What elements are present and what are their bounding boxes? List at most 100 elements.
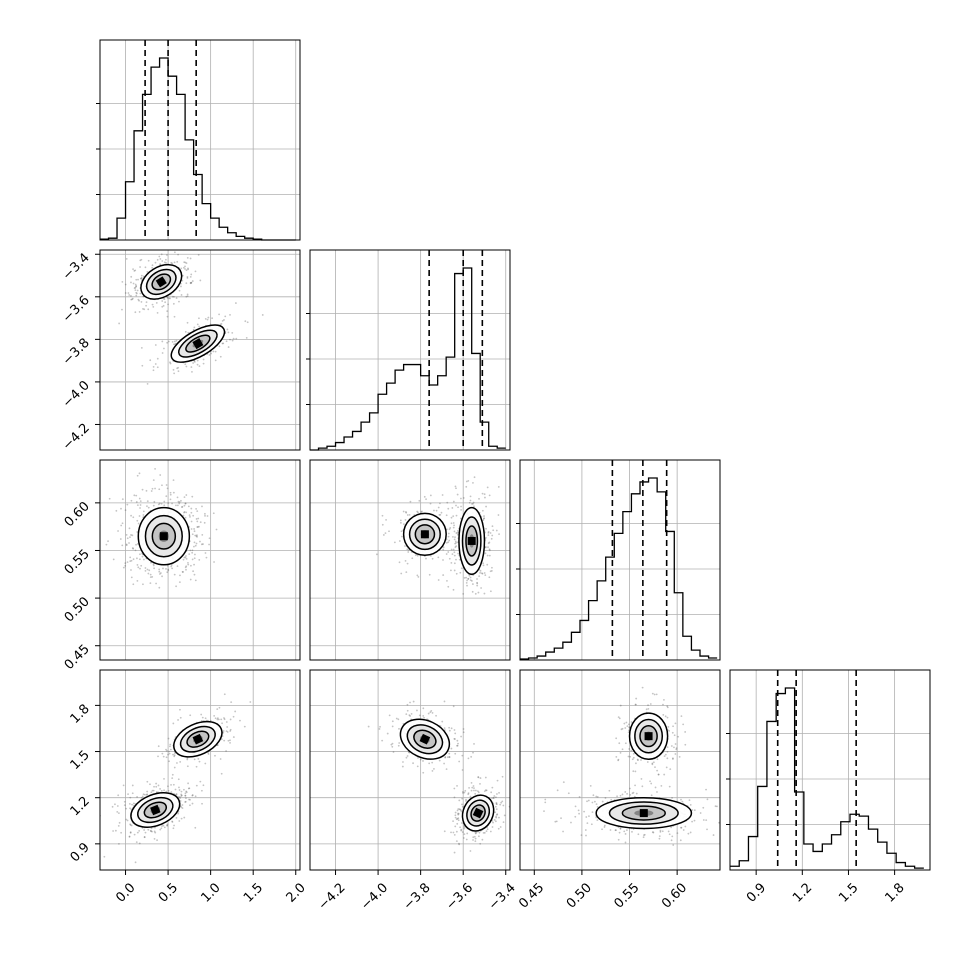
sample-point xyxy=(117,824,120,827)
sample-point xyxy=(465,800,467,802)
sample-point xyxy=(114,803,116,806)
sample-point xyxy=(459,571,462,574)
sample-point xyxy=(402,510,405,513)
sample-point xyxy=(495,808,498,811)
sample-point xyxy=(483,572,486,574)
y-tick-label: 0.45 xyxy=(62,642,93,673)
sample-point xyxy=(140,301,143,303)
panel-frame xyxy=(309,669,511,871)
sample-point xyxy=(591,801,594,804)
sample-point xyxy=(460,822,463,824)
sample-point xyxy=(167,753,170,756)
sample-point xyxy=(220,322,223,325)
sample-point xyxy=(494,805,497,808)
sample-point xyxy=(478,831,481,834)
sample-point xyxy=(225,750,227,752)
sample-point xyxy=(190,564,192,567)
sample-point xyxy=(438,514,441,516)
sample-point xyxy=(153,837,156,840)
sample-point xyxy=(495,796,497,799)
sample-point xyxy=(724,801,726,803)
sample-point xyxy=(437,506,440,509)
sample-point xyxy=(163,789,165,792)
panel-frame xyxy=(729,669,931,871)
sample-point xyxy=(463,826,466,829)
sample-point xyxy=(192,570,195,573)
sample-point xyxy=(221,722,223,725)
sample-point xyxy=(134,311,137,314)
sample-point xyxy=(482,562,485,565)
sample-point xyxy=(145,301,148,304)
panel-frame xyxy=(99,249,301,451)
sample-point xyxy=(421,510,423,513)
sample-point xyxy=(406,562,409,565)
sample-point xyxy=(158,255,161,258)
sample-point xyxy=(224,315,227,318)
sample-point xyxy=(481,572,484,575)
sample-point xyxy=(134,286,137,289)
sample-point xyxy=(187,782,189,785)
sample-point xyxy=(160,502,163,505)
sample-point xyxy=(211,317,214,320)
sample-point xyxy=(154,261,157,264)
sample-point xyxy=(191,370,193,373)
sample-point xyxy=(499,826,502,828)
sample-point xyxy=(146,505,148,508)
sample-point xyxy=(117,812,120,815)
sample-point xyxy=(130,514,132,517)
sample-point xyxy=(448,528,451,531)
sample-point xyxy=(452,522,455,524)
sample-point xyxy=(226,731,229,733)
sample-point xyxy=(156,366,159,369)
sample-point xyxy=(111,805,114,808)
sample-point xyxy=(381,739,384,742)
sample-point xyxy=(126,503,129,506)
sample-point xyxy=(140,346,143,349)
sample-point xyxy=(166,315,169,318)
sample-point xyxy=(183,504,186,507)
sample-point xyxy=(656,758,659,761)
sample-point xyxy=(657,773,660,776)
sample-point xyxy=(143,836,146,838)
sample-point xyxy=(118,843,120,845)
sample-point xyxy=(152,365,155,368)
sample-point xyxy=(632,791,635,794)
sample-point xyxy=(472,836,475,839)
sample-point xyxy=(249,701,252,703)
sample-point xyxy=(164,301,167,304)
sample-point xyxy=(121,522,124,525)
sample-point xyxy=(727,828,729,830)
sample-point xyxy=(487,534,490,537)
sample-point xyxy=(158,488,161,491)
sample-point xyxy=(477,776,480,778)
sample-point xyxy=(651,762,654,765)
sample-point xyxy=(668,833,671,836)
sample-point xyxy=(433,509,435,512)
sample-point xyxy=(673,746,675,749)
sample-point xyxy=(173,295,175,298)
sample-point xyxy=(149,582,152,585)
sample-point xyxy=(482,564,485,567)
sample-point xyxy=(463,791,466,794)
sample-point xyxy=(391,720,394,723)
sample-point xyxy=(200,789,203,792)
sample-point xyxy=(481,509,484,512)
sample-point xyxy=(173,372,176,375)
sample-point xyxy=(190,281,193,284)
sample-point xyxy=(618,742,621,745)
sample-point xyxy=(186,321,189,324)
panel-background xyxy=(520,460,720,660)
sample-point xyxy=(180,817,183,820)
sample-point xyxy=(656,769,659,772)
sample-point xyxy=(165,262,167,264)
sample-point xyxy=(634,784,636,787)
sample-point xyxy=(446,579,448,582)
sample-point xyxy=(231,331,234,334)
sample-point xyxy=(186,293,189,296)
sample-point xyxy=(171,295,174,298)
sample-point xyxy=(492,797,495,799)
sample-point xyxy=(453,729,456,731)
sample-point xyxy=(595,795,598,798)
sample-point xyxy=(452,548,455,551)
sample-point xyxy=(618,831,621,834)
